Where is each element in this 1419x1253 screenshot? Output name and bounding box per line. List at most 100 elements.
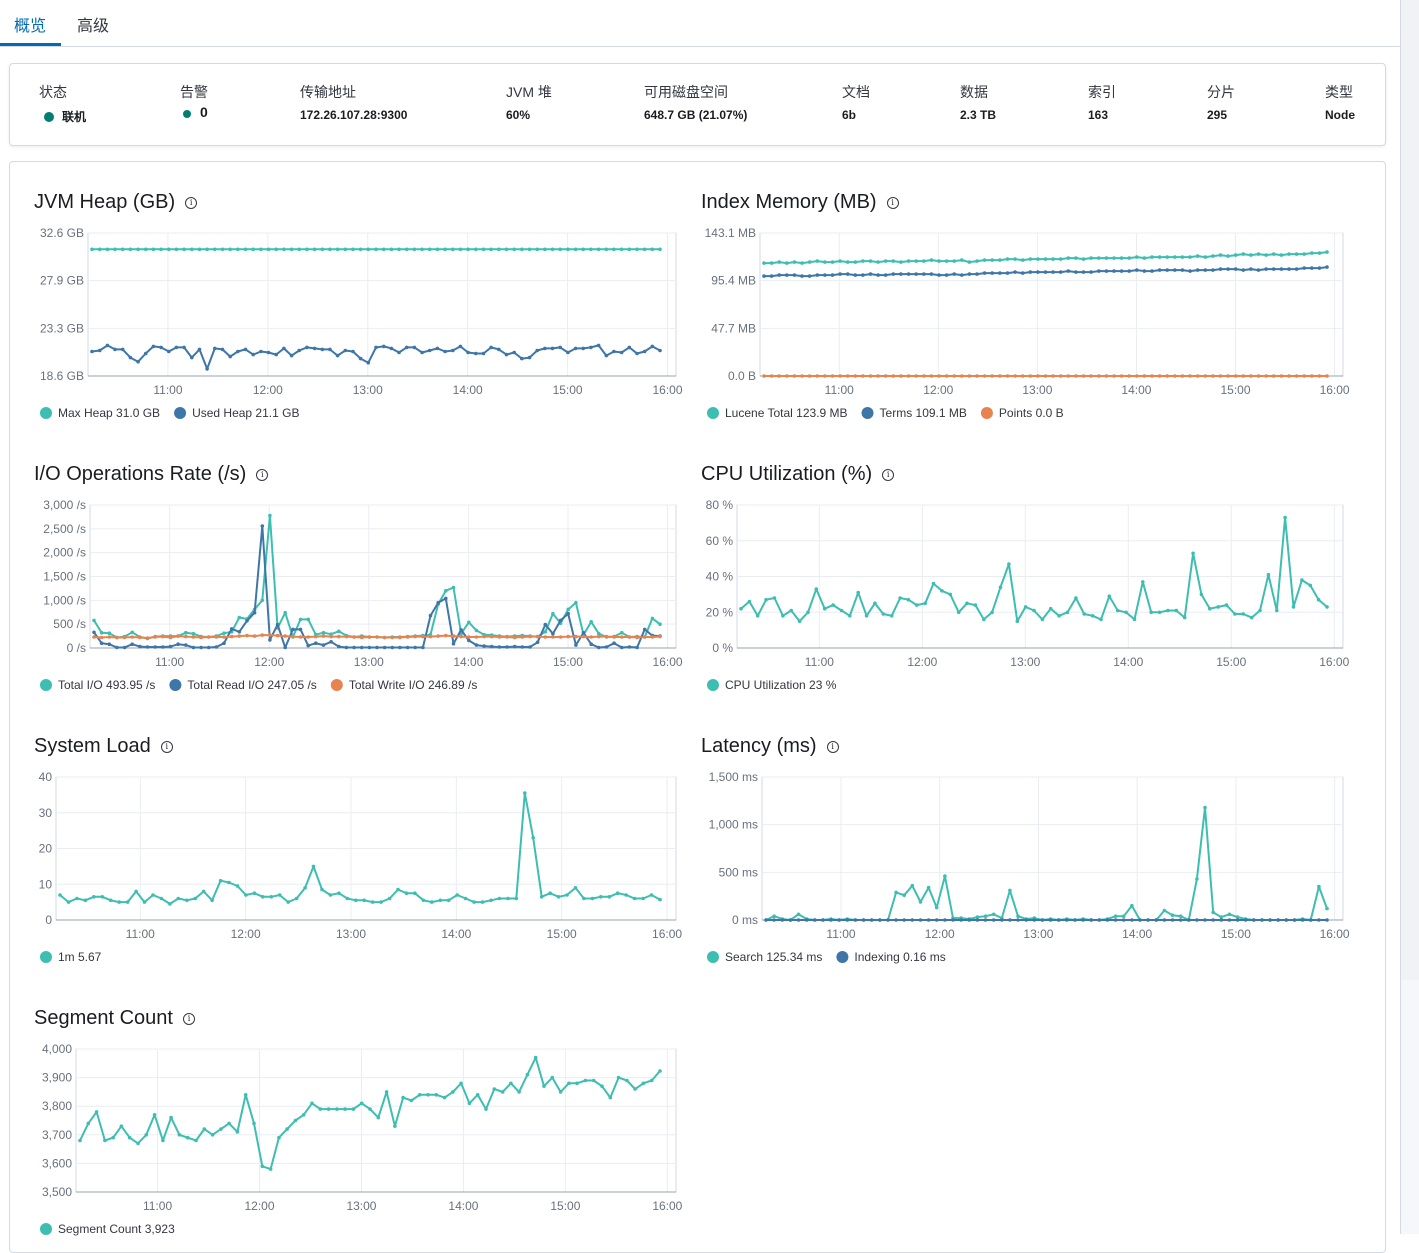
tab-overview[interactable]: 概览 [14,18,47,35]
info-icon[interactable]: i [182,1013,195,1025]
y-tick-label: 60 % [706,534,734,548]
legend-item[interactable]: Used Heap 21.1 GB [192,406,299,420]
legend-swatch[interactable] [169,679,182,691]
data-point [229,627,234,631]
data-point [1146,918,1150,922]
legend-item[interactable]: Segment Count 3,923 [58,1222,175,1236]
scrollbar-track[interactable] [1400,0,1419,1234]
data-point [153,645,157,649]
x-tick-label: 11:00 [826,927,855,941]
legend-item[interactable]: Total Write I/O 246.89 /s [349,678,478,692]
data-point [489,247,493,252]
y-tick-label: 2,000 /s [43,546,86,560]
legend-swatch[interactable] [707,407,719,419]
data-point [785,261,789,265]
data-point [412,247,417,252]
data-point [138,635,142,640]
data-point [421,898,426,903]
legend-swatch[interactable] [40,407,52,419]
summary-value[interactable]: 0 [200,104,208,120]
data-point [894,918,898,922]
tab-advanced[interactable]: 高级 [77,18,110,35]
data-point [466,247,470,252]
data-point [830,260,835,264]
data-point [120,247,125,252]
info-icon[interactable]: i [886,197,899,209]
legend-item[interactable]: Max Heap 31.0 GB [58,406,160,420]
data-point [1211,268,1215,272]
data-point [497,896,502,901]
data-point [1135,374,1139,378]
data-point [583,1078,588,1083]
info-icon[interactable]: i [826,741,839,753]
data-point [329,634,333,639]
data-point [1195,254,1200,258]
data-point [1195,268,1200,272]
data-point [474,643,479,647]
info-icon[interactable]: i [185,197,198,209]
data-point [1310,374,1314,378]
info-icon[interactable]: i [256,469,269,481]
legend-swatch[interactable] [174,407,187,419]
data-point [944,259,949,263]
legend-item[interactable]: Total Read I/O 247.05 /s [187,678,316,692]
data-point [1013,270,1017,274]
legend-swatch[interactable] [836,951,849,963]
legend-swatch[interactable] [980,407,993,419]
data-point [337,891,341,895]
legend-item[interactable]: 1m 5.67 [58,950,102,964]
data-point [1317,918,1321,922]
data-point [1256,374,1261,378]
data-point [845,260,850,264]
data-point [869,918,874,922]
data-point [219,1127,223,1131]
data-point [458,344,463,349]
legend-swatch[interactable] [330,679,343,691]
data-point [543,346,547,351]
legend-item[interactable]: Terms 109.1 MB [880,406,967,420]
data-point [397,247,401,252]
data-point [788,918,793,922]
y-tick-label: 47.7 MB [711,321,756,335]
data-point [1180,268,1185,272]
data-point [105,247,110,252]
legend-item[interactable]: Search 125.34 ms [725,950,822,964]
info-icon[interactable]: i [160,741,173,753]
data-point [182,247,186,252]
data-point [813,918,817,922]
legend-item[interactable]: Lucene Total 123.9 MB [725,406,848,420]
x-tick-label: 12:00 [923,383,953,397]
data-point [312,247,317,252]
chart-title: I/O Operations Rate (/s) [34,463,247,485]
data-point [975,918,980,922]
data-point [321,630,326,635]
data-point [1294,267,1299,271]
data-point [512,635,517,640]
data-point [906,272,911,276]
x-tick-label: 15:00 [1220,383,1250,397]
legend-swatch[interactable] [707,951,719,963]
data-point [1292,918,1297,922]
data-point [1211,918,1215,922]
x-tick-label: 15:00 [1221,927,1251,941]
scrollbar-thumb[interactable] [1401,0,1419,980]
legend-item[interactable]: CPU Utilization 23 % [725,678,837,692]
data-point [641,896,645,901]
legend-item[interactable]: Indexing 0.16 ms [854,950,945,964]
legend-swatch[interactable] [40,951,52,963]
legend-item[interactable]: Points 0.0 B [999,406,1064,420]
legend-swatch[interactable] [861,407,874,419]
data-point [1203,805,1207,810]
data-point [1325,918,1329,922]
legend-swatch[interactable] [40,679,52,691]
data-point [845,918,850,922]
y-tick-label: 3,000 /s [43,498,86,512]
legend-swatch[interactable] [40,1223,52,1235]
data-point [1199,592,1204,597]
legend-swatch[interactable] [707,679,719,691]
data-point [915,603,919,607]
data-point [245,633,249,638]
data-point [286,900,291,904]
info-icon[interactable]: i [882,469,895,481]
legend-item[interactable]: Total I/O 493.95 /s [58,678,155,692]
